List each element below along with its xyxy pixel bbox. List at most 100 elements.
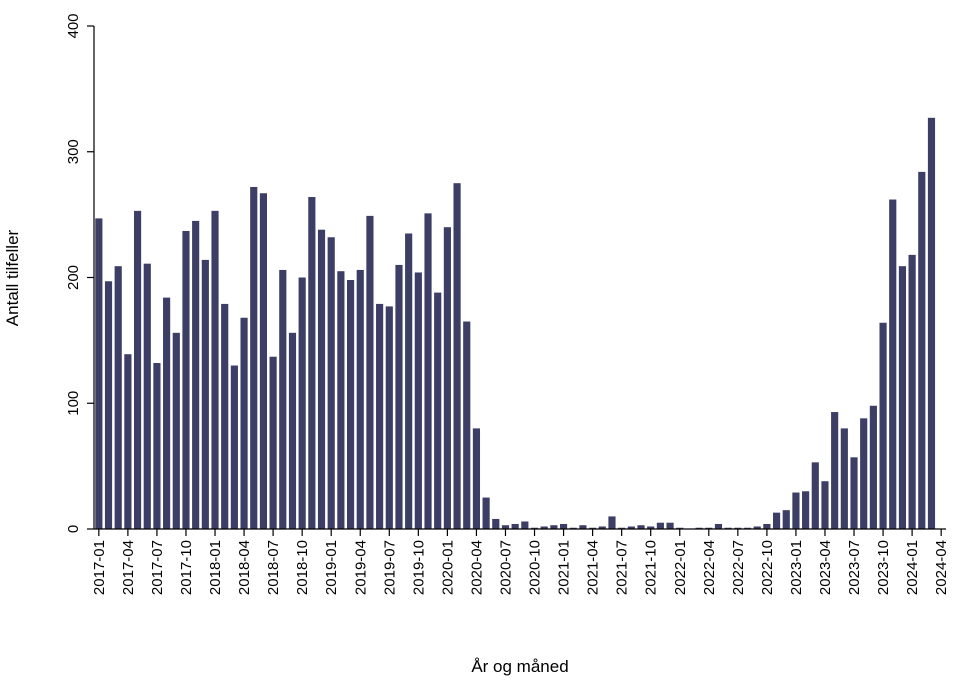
bar-2018-01 <box>211 210 219 529</box>
bar-2022-04 <box>705 527 713 529</box>
x-tick-label-2022-01: 2022-01 <box>672 540 689 595</box>
bar-2020-11 <box>540 526 548 529</box>
x-tick-label-2020-07: 2020-07 <box>497 540 514 595</box>
bar-2023-02 <box>802 491 810 529</box>
bar-2023-05 <box>831 412 839 529</box>
bar-2019-08 <box>395 264 403 529</box>
bar-2017-11 <box>192 220 200 529</box>
x-tick-label-2024-04: 2024-04 <box>933 540 950 595</box>
x-tick-label-2023-07: 2023-07 <box>846 540 863 595</box>
bar-2023-11 <box>889 199 897 529</box>
x-tick-label-2023-10: 2023-10 <box>875 540 892 595</box>
x-tick-label-2020-10: 2020-10 <box>527 540 544 595</box>
y-axis-title: Antall tilfeller <box>3 229 22 326</box>
x-axis-ticks: 2017-01 2017-04 2017-07 2017-10 2018-01 2018-… <box>91 529 950 595</box>
bar-2021-04 <box>589 527 597 529</box>
bar-2018-04 <box>240 317 248 529</box>
bar-2019-07 <box>385 306 393 529</box>
bar-2018-08 <box>279 269 287 529</box>
bar-2019-02 <box>337 271 345 529</box>
bar-2021-06 <box>608 516 616 529</box>
x-tick-label-2021-01: 2021-01 <box>556 540 573 595</box>
x-tick-label-2017-07: 2017-07 <box>149 540 166 595</box>
x-tick-label-2022-04: 2022-04 <box>701 540 718 595</box>
bar-2019-04 <box>356 269 364 529</box>
bar-2017-10 <box>182 230 190 529</box>
bar-2017-05 <box>133 210 142 529</box>
bar-2021-11 <box>656 522 664 529</box>
bar-2022-11 <box>772 512 781 529</box>
bar-2022-08 <box>743 527 752 529</box>
bar-2023-12 <box>898 266 907 529</box>
bar-2022-03 <box>695 527 703 529</box>
x-tick-label-2018-07: 2018-07 <box>265 540 282 595</box>
bar-2018-06 <box>259 193 268 529</box>
bar-2024-01 <box>908 254 916 530</box>
y-tick-label-0: 0 <box>65 525 82 533</box>
x-tick-label-2019-04: 2019-04 <box>352 540 369 595</box>
bar-2022-10 <box>763 523 771 529</box>
x-tick-label-2023-04: 2023-04 <box>817 540 834 595</box>
bar-2023-09 <box>869 405 877 529</box>
x-tick-label-2019-10: 2019-10 <box>410 540 427 595</box>
x-tick-label-2023-01: 2023-01 <box>788 540 805 595</box>
bar-2022-05 <box>714 523 723 529</box>
bar-2023-07 <box>850 457 858 529</box>
bar-2021-09 <box>637 525 645 529</box>
bar-2019-05 <box>366 215 374 529</box>
y-tick-label-400: 400 <box>65 13 82 38</box>
x-tick-label-2019-01: 2019-01 <box>323 540 340 595</box>
x-tick-label-2024-01: 2024-01 <box>904 540 921 595</box>
bar-2020-09 <box>521 521 529 529</box>
bar-2020-12 <box>550 525 558 529</box>
y-tick-label-100: 100 <box>65 391 82 416</box>
bar-2021-05 <box>598 526 606 529</box>
x-tick-label-2021-07: 2021-07 <box>614 540 631 595</box>
bar-2023-04 <box>821 481 829 529</box>
bar-2017-02 <box>104 281 113 529</box>
bar-2020-05 <box>482 497 490 529</box>
x-tick-label-2021-04: 2021-04 <box>585 540 602 595</box>
bar-2019-03 <box>346 280 355 529</box>
bar-2021-10 <box>647 526 655 529</box>
bar-2017-06 <box>143 263 151 529</box>
x-tick-label-2020-04: 2020-04 <box>468 540 485 595</box>
x-tick-label-2018-04: 2018-04 <box>236 540 253 595</box>
bar-2022-09 <box>753 526 761 529</box>
bar-2018-12 <box>317 229 326 529</box>
y-tick-label-200: 200 <box>65 265 82 290</box>
bar-2018-11 <box>308 197 316 529</box>
bar-2018-09 <box>288 332 297 529</box>
bar-2022-07 <box>734 527 742 529</box>
bar-2024-02 <box>918 171 926 529</box>
bar-2022-06 <box>724 527 732 529</box>
bar-2021-03 <box>579 525 587 529</box>
bar-2020-01 <box>443 227 451 529</box>
x-tick-label-2021-10: 2021-10 <box>643 540 660 595</box>
bar-2017-01 <box>95 218 103 529</box>
bar-2019-12 <box>434 292 442 529</box>
bar-2017-07 <box>153 363 161 529</box>
bar-2018-07 <box>269 356 277 529</box>
x-tick-label-2018-01: 2018-01 <box>207 540 224 595</box>
bar-2020-03 <box>463 321 471 529</box>
bar-2019-09 <box>405 233 413 530</box>
bar-2018-02 <box>221 303 229 529</box>
x-tick-label-2017-10: 2017-10 <box>178 540 195 595</box>
x-tick-label-2017-01: 2017-01 <box>91 540 108 595</box>
bars-group <box>95 117 936 530</box>
bar-2019-10 <box>414 272 422 529</box>
bar-2022-01 <box>676 527 684 529</box>
bar-2021-01 <box>559 523 568 529</box>
bar-2017-04 <box>124 354 132 529</box>
bar-2022-12 <box>782 510 790 529</box>
bar-2017-09 <box>172 332 180 529</box>
bar-2020-02 <box>453 183 461 529</box>
x-tick-label-2020-01: 2020-01 <box>439 540 456 595</box>
bar-2020-04 <box>472 428 481 529</box>
bar-2024-03 <box>927 117 936 530</box>
bar-2017-03 <box>114 266 122 529</box>
x-axis-title: År og måned <box>471 657 568 676</box>
bar-2019-01 <box>327 237 335 529</box>
